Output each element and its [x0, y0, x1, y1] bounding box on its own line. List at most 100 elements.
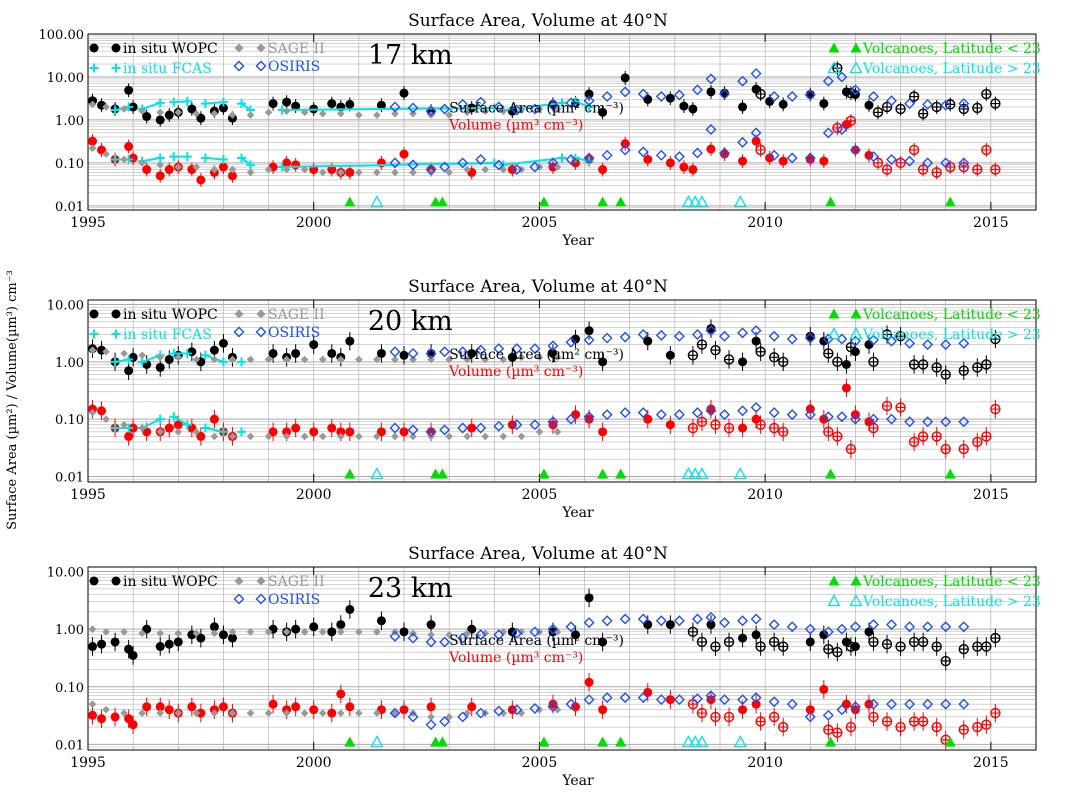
data-point: [218, 154, 228, 164]
data-point: [981, 431, 992, 442]
data-point: [673, 694, 685, 706]
data-point: [822, 75, 834, 87]
data-point: [457, 98, 469, 110]
data-point: [309, 705, 319, 715]
data-point: [565, 413, 577, 425]
data-point: [291, 160, 301, 170]
data-point: [931, 721, 942, 733]
data-point: [97, 145, 107, 155]
data-point: [751, 84, 761, 94]
data-point: [291, 702, 301, 712]
fcas-segment: [282, 106, 495, 112]
data-point: [822, 411, 834, 423]
data-point: [619, 144, 631, 156]
data-point: [218, 427, 228, 437]
data-point: [155, 153, 165, 163]
data-point: [97, 714, 107, 724]
data-point: [264, 355, 273, 364]
data-point: [867, 619, 879, 631]
data-point: [750, 325, 762, 337]
data-point: [355, 355, 363, 364]
data-point: [282, 628, 291, 636]
data-point: [120, 155, 128, 164]
legend-label: Volcanoes, Latitude < 23: [862, 41, 1041, 57]
data-point: [655, 615, 667, 627]
data-point: [227, 171, 237, 181]
data-point: [768, 619, 780, 631]
data-point: [819, 156, 829, 166]
data-point: [427, 355, 435, 364]
data-point: [300, 165, 309, 174]
data-point: [210, 432, 219, 441]
volcano-marker-low-lat: [944, 196, 956, 207]
legend-label: Volcanoes, Latitude < 23: [862, 574, 1041, 590]
data-point: [102, 150, 110, 158]
data-point: [765, 153, 775, 163]
data-point: [904, 698, 916, 710]
data-point: [389, 707, 401, 719]
series-in-situ-wopc-open--surface_area: [755, 61, 1001, 121]
data-point: [705, 405, 717, 417]
data-point: [804, 711, 816, 723]
data-point: [138, 159, 146, 167]
data-point: [337, 709, 345, 717]
data-point: [819, 684, 829, 694]
data-point: [571, 334, 581, 344]
data-point: [601, 615, 613, 627]
data-point: [755, 346, 766, 357]
data-point: [601, 91, 613, 103]
data-point: [399, 705, 409, 715]
data-point: [571, 96, 581, 106]
data-point: [805, 331, 815, 341]
chart-panels: Surface Area, Volume at 40°N 1995 2000 2005…: [39, 11, 1041, 789]
data-point: [584, 102, 594, 112]
data-point: [209, 345, 219, 355]
data-point: [867, 151, 879, 163]
data-point: [705, 690, 717, 702]
data-point: [917, 359, 929, 370]
data-point: [264, 165, 273, 174]
data-point: [738, 633, 748, 643]
data-point: [282, 165, 291, 174]
data-point: [124, 85, 134, 95]
data-point: [318, 168, 327, 177]
data-point: [110, 712, 120, 722]
data-point: [908, 359, 920, 370]
data-point: [535, 705, 544, 714]
data-point: [601, 149, 613, 161]
data-point: [389, 157, 401, 169]
data-point: [529, 103, 541, 115]
data-point: [128, 720, 138, 730]
data-point: [102, 103, 110, 111]
data-point: [601, 692, 613, 704]
data-point: [337, 168, 345, 177]
panel-title: Surface Area, Volume at 40°N: [408, 277, 668, 297]
data-point: [327, 165, 337, 175]
data-point: [192, 109, 201, 118]
data-point: [164, 639, 174, 649]
data-point: [706, 404, 716, 414]
data-point: [499, 165, 508, 174]
legend-marker: [89, 576, 99, 586]
data-point: [832, 646, 843, 658]
data-point: [463, 629, 471, 638]
data-point: [786, 621, 798, 633]
series-osiris-surface_area: [389, 325, 970, 359]
data-point: [192, 355, 201, 364]
data-point: [155, 171, 165, 181]
data-point: [391, 709, 399, 717]
data-point: [872, 107, 884, 118]
data-point: [940, 339, 952, 351]
data-point: [679, 101, 689, 111]
data-point: [300, 432, 309, 441]
data-point: [511, 704, 523, 716]
data-point: [291, 101, 301, 111]
volcano-marker-low-lat: [344, 736, 356, 747]
legend-entry: OSIRIS: [233, 592, 320, 608]
data-point: [719, 147, 731, 159]
data-point: [705, 325, 717, 337]
data-point: [705, 611, 717, 623]
data-point: [499, 432, 508, 441]
x-tick-label: 2015: [973, 215, 1009, 231]
data-point: [565, 621, 577, 633]
